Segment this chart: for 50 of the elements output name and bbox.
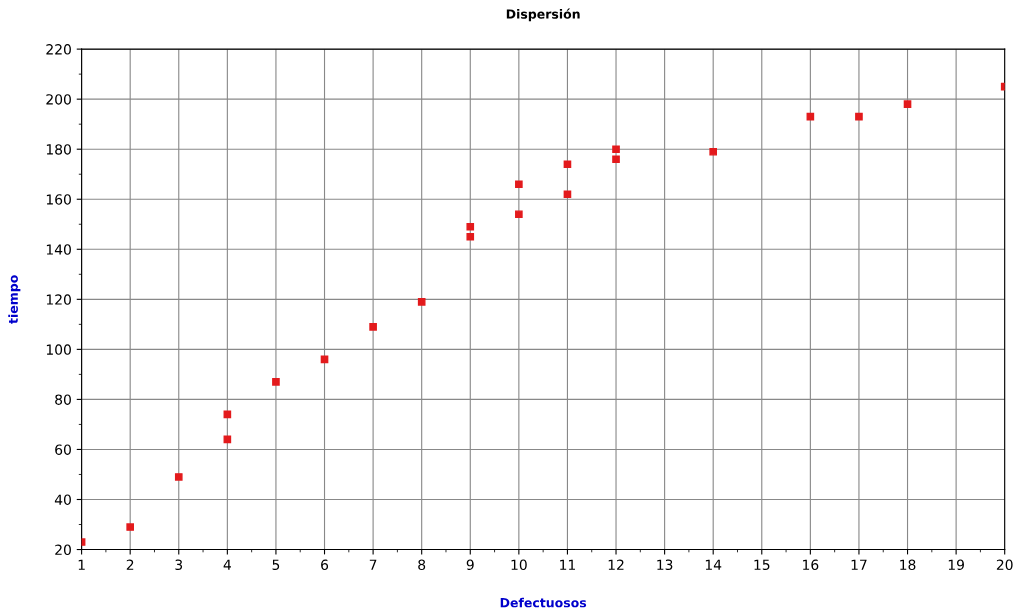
y-tick-label: 40 — [54, 494, 71, 505]
y-tick-label: 220 — [46, 44, 71, 55]
x-tick-label: 7 — [369, 559, 377, 570]
x-axis-title: Defectuosos — [500, 597, 587, 608]
y-tick-label: 200 — [46, 94, 71, 105]
x-tick-label: 11 — [560, 559, 575, 570]
y-axis-title: tiempo — [8, 275, 21, 324]
y-tick-label: 60 — [55, 444, 71, 455]
point — [369, 323, 377, 331]
point — [612, 145, 620, 154]
x-tick-label: 6 — [321, 559, 329, 570]
point — [709, 147, 718, 156]
x-tick-label: 17 — [851, 559, 867, 570]
point — [515, 180, 523, 189]
y-tick-label: 20 — [55, 544, 71, 555]
x-tick-label: 16 — [803, 559, 819, 570]
x-tick-label: 10 — [511, 559, 527, 570]
x-tick-label: 18 — [900, 559, 916, 570]
point — [563, 190, 572, 199]
point — [563, 160, 572, 169]
x-tick-label: 19 — [948, 559, 964, 570]
x-tick-label: 2 — [126, 559, 134, 570]
point — [417, 298, 426, 306]
point — [272, 378, 280, 386]
point — [903, 100, 912, 108]
x-tick-label: 5 — [272, 559, 280, 570]
x-tick-label: 15 — [754, 559, 770, 570]
y-tick-label: 100 — [46, 344, 71, 355]
point — [466, 222, 475, 231]
y-tick-label: 120 — [46, 294, 71, 305]
x-tick-label: 9 — [466, 559, 474, 570]
point — [174, 473, 183, 481]
point — [855, 112, 863, 121]
x-tick-label: 3 — [175, 559, 183, 570]
point — [126, 523, 135, 531]
y-tick-label: 180 — [46, 144, 71, 155]
y-tick-label: 160 — [46, 194, 71, 205]
x-tick-label: 14 — [705, 559, 722, 570]
chart-title: Dispersión — [506, 8, 580, 22]
x-tick-label: 20 — [996, 559, 1013, 570]
x-tick-label: 8 — [418, 559, 426, 570]
x-tick-label: 13 — [657, 559, 673, 570]
x-tick-label: 12 — [608, 559, 624, 570]
point — [612, 155, 620, 164]
x-tick-label: 4 — [223, 559, 231, 570]
y-tick-label: 140 — [46, 244, 71, 255]
point — [515, 210, 523, 219]
point — [466, 232, 475, 241]
x-tick-label: 1 — [78, 559, 85, 570]
y-tick-label: 80 — [55, 394, 71, 405]
